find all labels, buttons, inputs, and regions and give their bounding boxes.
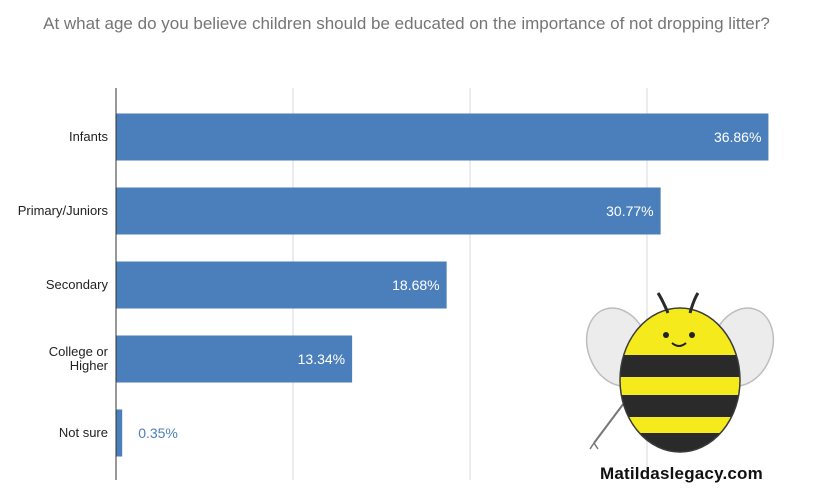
value-labels: 36.86% 30.77% 18.68% 13.34% 0.35% [138, 129, 761, 441]
bars [116, 113, 769, 457]
category-label: College or Higher [49, 344, 109, 373]
category-label: Primary/Juniors [18, 203, 109, 218]
chart-title: At what age do you believe children shou… [43, 14, 770, 33]
value-label: 0.35% [138, 425, 178, 441]
value-label: 30.77% [606, 203, 653, 219]
value-label: 36.86% [714, 129, 761, 145]
category-label: Secondary [46, 277, 109, 292]
value-label: 13.34% [298, 351, 345, 367]
category-label: Infants [69, 129, 109, 144]
value-label: 18.68% [392, 277, 439, 293]
bar [116, 261, 447, 309]
bar [116, 409, 123, 457]
category-label: Not sure [59, 425, 108, 440]
category-labels: Infants Primary/Juniors Secondary College o… [18, 129, 109, 440]
bar [116, 335, 353, 383]
bee-mascot-icon [585, 292, 775, 453]
bar [116, 113, 769, 161]
watermark-text: Matildaslegacy.com [600, 464, 763, 483]
bar [116, 187, 661, 235]
